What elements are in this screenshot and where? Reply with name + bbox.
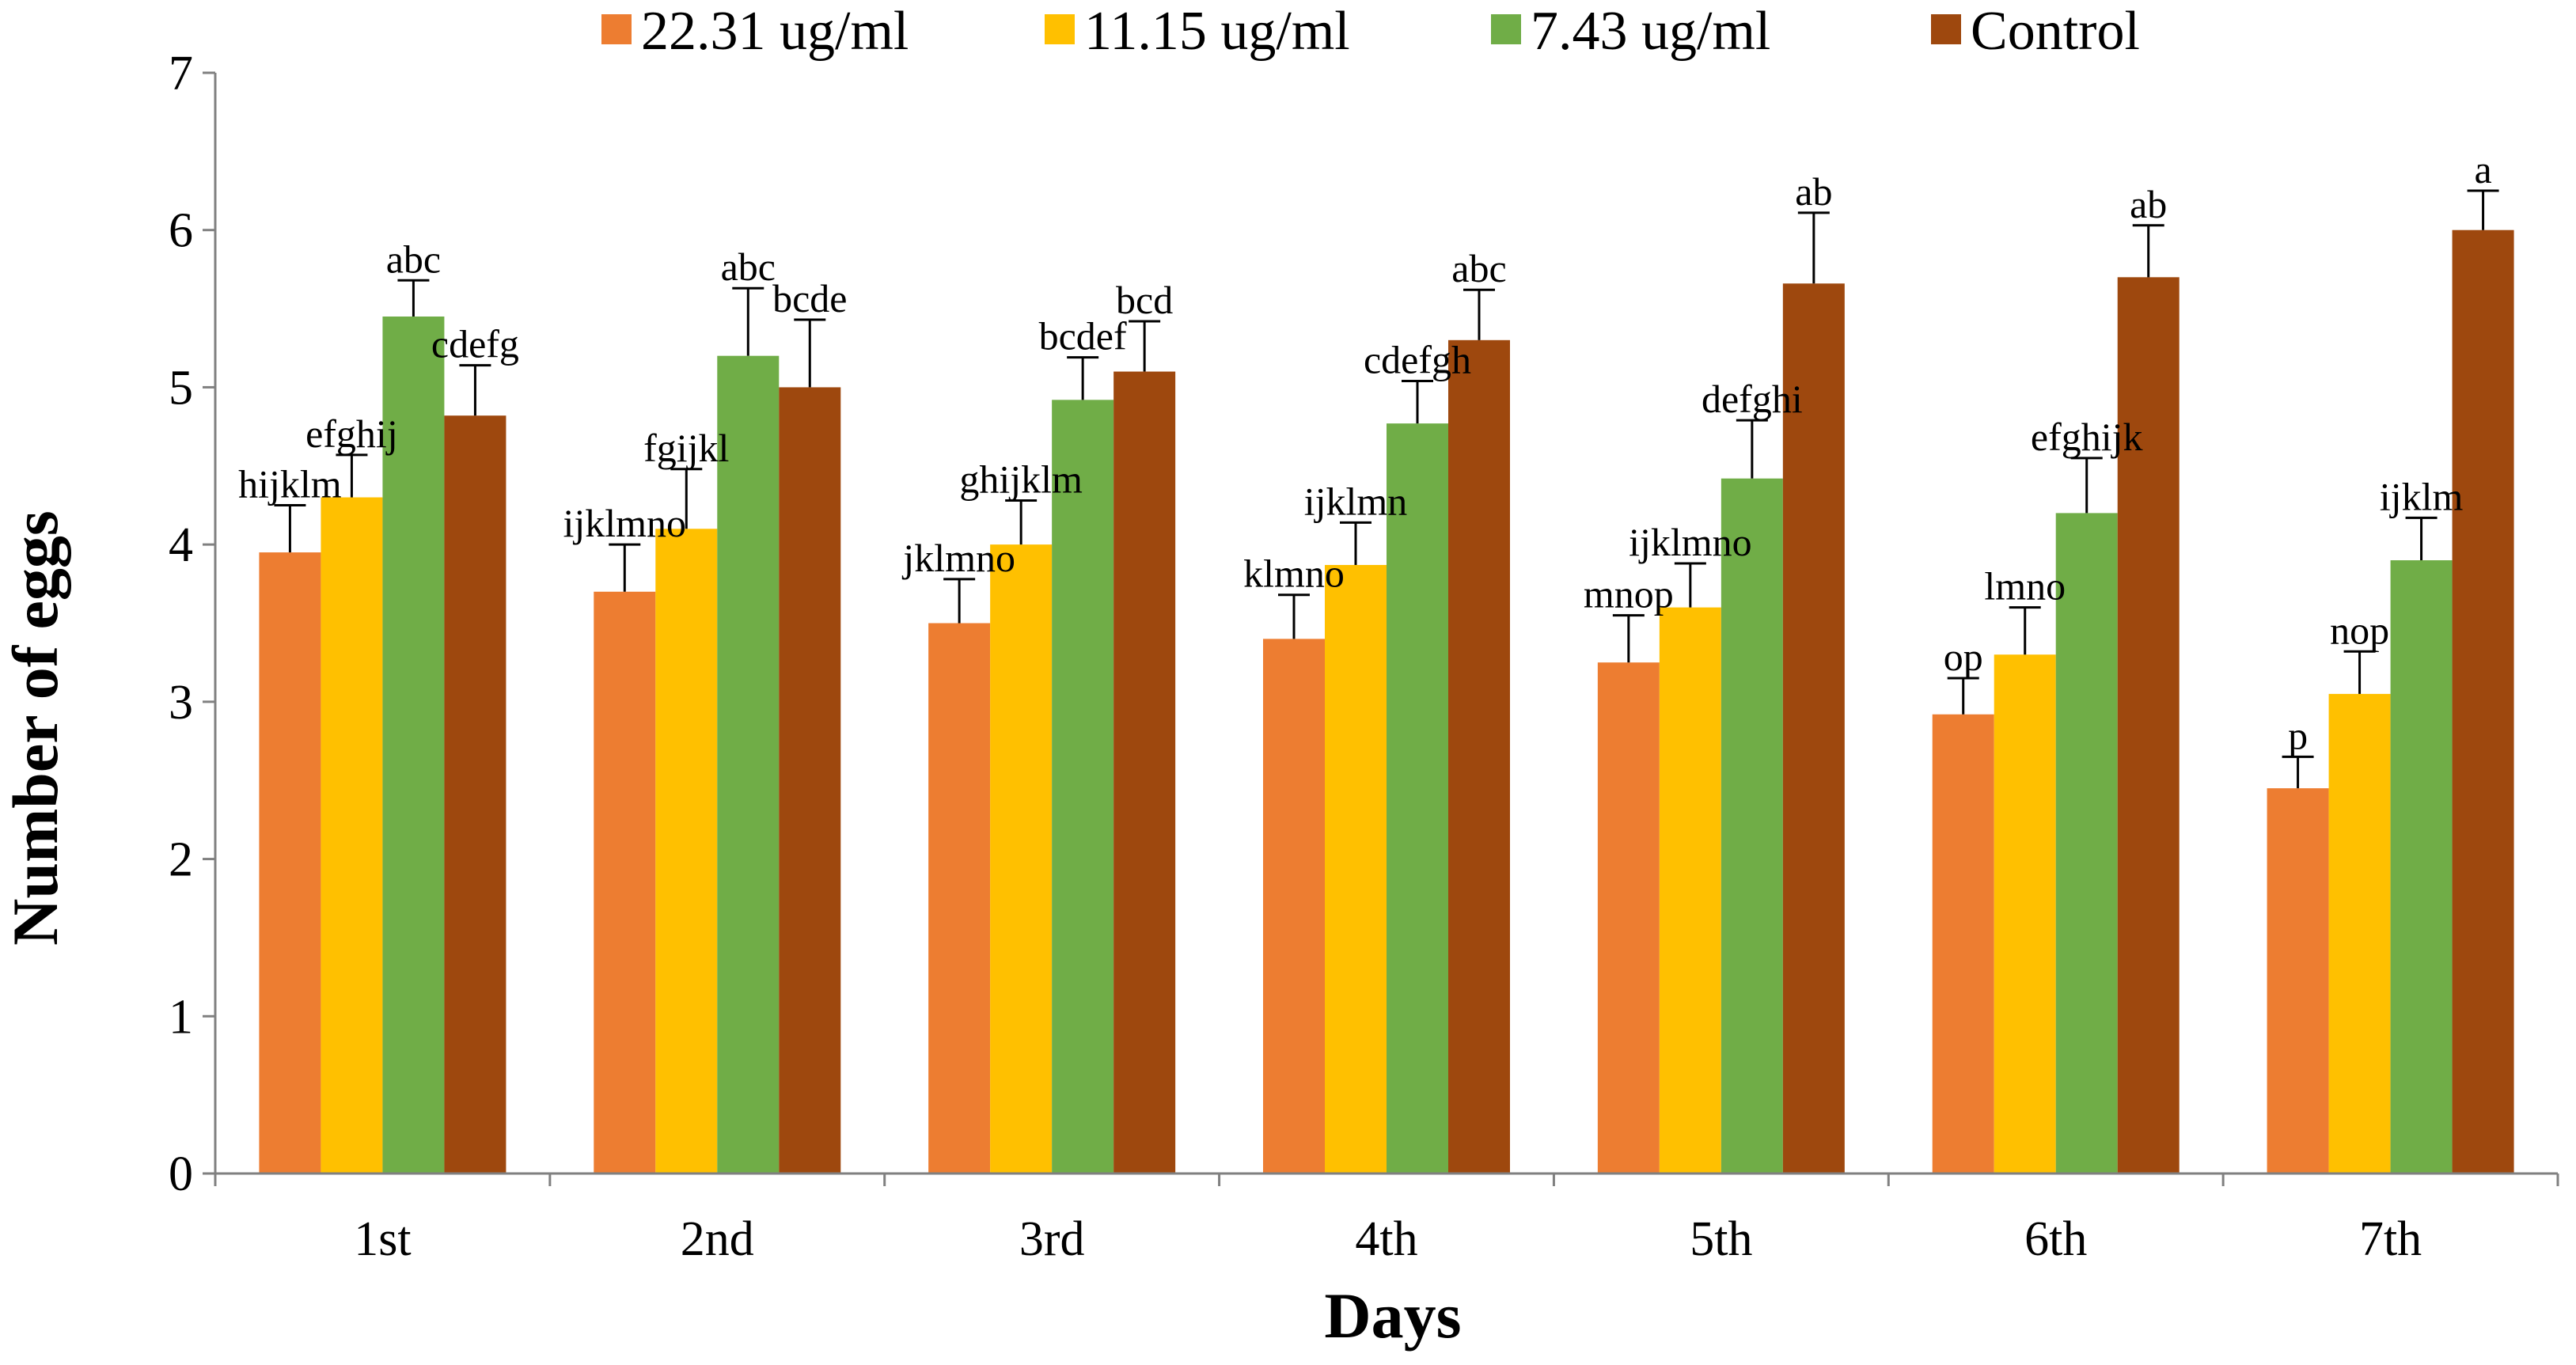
legend-entry: 22.31 ug/ml — [601, 1, 909, 62]
bar-1-6th — [1932, 714, 1994, 1174]
significance-label: cdefg — [431, 322, 519, 366]
plot-area: hijklm ijklmno jklmno klmno mnop op p efghij fgi… — [169, 47, 2559, 1266]
bar-2-3rd — [990, 544, 1053, 1174]
significance-label: jklmno — [901, 536, 1015, 580]
error-bars-layer — [274, 189, 2499, 789]
significance-label: mnop — [1584, 572, 1674, 616]
significance-label: hijklm — [238, 461, 342, 506]
bar-1-2nd — [594, 591, 656, 1174]
significance-label: nop — [2330, 608, 2389, 652]
bar-4-1st — [444, 415, 506, 1174]
significance-label: bcde — [772, 276, 847, 320]
significance-label: ghijklm — [959, 457, 1083, 502]
bar-2-7th — [2328, 693, 2391, 1174]
bars-layer — [259, 229, 2514, 1174]
bar-4-5th — [1782, 283, 1845, 1174]
x-tick-label: 1st — [354, 1212, 411, 1266]
significance-labels-layer: hijklm ijklmno jklmno klmno mnop op p efghij fgi… — [238, 147, 2492, 757]
bar-2-1st — [321, 497, 383, 1174]
bar-3-1st — [382, 317, 445, 1174]
significance-label: abc — [721, 245, 776, 289]
bar-1-1st — [259, 552, 321, 1174]
legend-label: 22.31 ug/ml — [641, 1, 909, 62]
significance-label: ab — [1795, 169, 1832, 214]
bar-1-7th — [2267, 788, 2329, 1174]
y-tick-label: 5 — [169, 361, 193, 415]
significance-label: ijklmno — [563, 501, 686, 545]
legend-swatch — [1491, 14, 1521, 44]
y-tick-label: 7 — [169, 47, 193, 100]
significance-label: op — [1944, 635, 1983, 679]
bar-3-7th — [2390, 560, 2453, 1174]
bar-1-4th — [1263, 639, 1325, 1174]
significance-label: fgijkl — [643, 426, 729, 470]
bar-3-3rd — [1052, 400, 1114, 1174]
x-tick-label: 7th — [2359, 1212, 2422, 1266]
significance-label: lmno — [1984, 564, 2066, 609]
axes-layer: 0 1 2 3 4 5 6 7 1st 2nd 3rd 4th 5th 6th 7th — [169, 47, 2559, 1266]
significance-label: a — [2474, 147, 2491, 191]
bar-4-2nd — [779, 387, 841, 1174]
legend-label: Control — [1971, 1, 2140, 62]
significance-label: bcd — [1116, 278, 1173, 322]
x-tick-label: 5th — [1690, 1212, 1752, 1266]
legend-entry: Control — [1931, 1, 2140, 62]
y-tick-label: 0 — [169, 1147, 193, 1201]
bar-2-6th — [1994, 654, 2056, 1174]
significance-label: efghij — [305, 411, 398, 456]
bar-2-4th — [1325, 564, 1387, 1174]
legend-entry: 7.43 ug/ml — [1491, 1, 1770, 62]
bar-4-4th — [1448, 339, 1510, 1174]
bar-3-5th — [1720, 478, 1783, 1174]
y-tick-label: 1 — [169, 990, 193, 1044]
legend-swatch — [601, 14, 632, 44]
significance-label: cdefgh — [1364, 337, 1471, 381]
significance-label: abc — [386, 237, 441, 281]
x-tick-label: 6th — [2024, 1212, 2087, 1266]
bar-1-5th — [1597, 662, 1660, 1174]
bar-4-7th — [2452, 229, 2514, 1174]
x-tick-label: 3rd — [1019, 1212, 1085, 1266]
bar-1-3rd — [928, 623, 991, 1174]
significance-label: ijklmn — [1304, 479, 1408, 523]
y-tick-label: 2 — [169, 833, 193, 887]
y-axis-title: Number of eggs — [0, 510, 71, 946]
significance-label: klmno — [1243, 552, 1345, 596]
legend-swatch — [1045, 14, 1075, 44]
bar-4-6th — [2117, 277, 2180, 1174]
y-tick-label: 4 — [169, 518, 193, 572]
significance-label: p — [2288, 713, 2308, 757]
legend-entry: 11.15 ug/ml — [1045, 1, 1350, 62]
significance-label: ijklmno — [1629, 520, 1752, 564]
x-axis-title: Days — [1324, 1280, 1461, 1352]
legend-label: 7.43 ug/ml — [1531, 1, 1770, 62]
bar-3-4th — [1387, 423, 1448, 1174]
bar-3-6th — [2055, 513, 2118, 1174]
legend-swatch — [1931, 14, 1961, 44]
legend-label: 11.15 ug/ml — [1084, 1, 1350, 62]
significance-label: bcdef — [1039, 314, 1127, 358]
significance-label: defghi — [1702, 377, 1803, 421]
bar-3-2nd — [717, 355, 780, 1174]
bar-4-3rd — [1113, 371, 1176, 1174]
significance-label: ab — [2130, 182, 2167, 226]
y-tick-label: 3 — [169, 676, 193, 730]
bar-2-2nd — [655, 529, 718, 1174]
y-tick-label: 6 — [169, 204, 193, 258]
significance-label: ijklm — [2380, 474, 2464, 518]
x-tick-label: 2nd — [681, 1212, 754, 1266]
x-tick-label: 4th — [1355, 1212, 1417, 1266]
significance-label: efghijk — [2031, 415, 2143, 459]
bar-2-5th — [1659, 607, 1721, 1174]
legend: 22.31 ug/ml 11.15 ug/ml 7.43 ug/ml Control — [601, 1, 2140, 62]
significance-label: abc — [1451, 246, 1506, 290]
